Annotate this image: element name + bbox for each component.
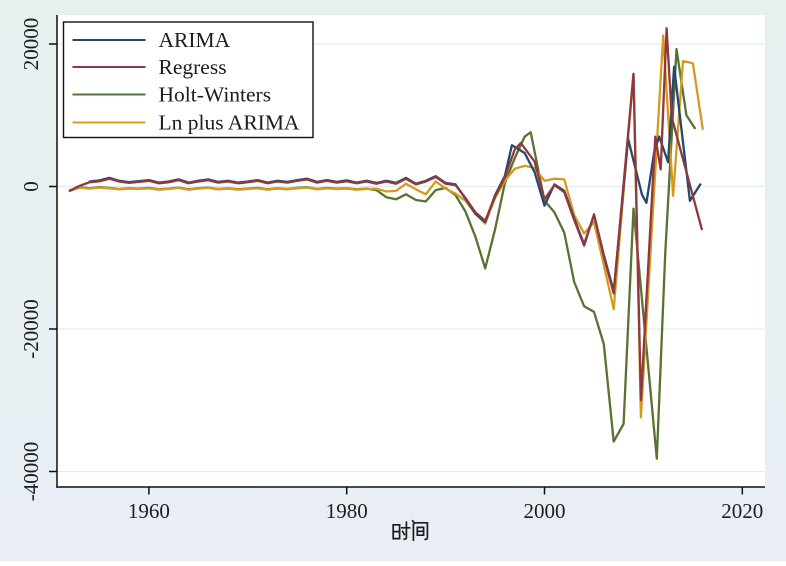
svg-text:Ln plus ARIMA: Ln plus ARIMA [159, 111, 300, 135]
svg-text:2000: 2000 [524, 499, 566, 523]
svg-text:20000: 20000 [19, 18, 43, 71]
svg-text:Holt-Winters: Holt-Winters [159, 83, 272, 107]
svg-text:1960: 1960 [128, 499, 170, 523]
svg-text:ARIMA: ARIMA [159, 28, 231, 52]
svg-text:2020: 2020 [721, 499, 763, 523]
svg-text:1980: 1980 [326, 499, 368, 523]
svg-text:0: 0 [19, 181, 43, 192]
svg-text:-40000: -40000 [19, 442, 43, 502]
svg-text:-20000: -20000 [19, 299, 43, 359]
svg-text:Regress: Regress [159, 55, 227, 79]
